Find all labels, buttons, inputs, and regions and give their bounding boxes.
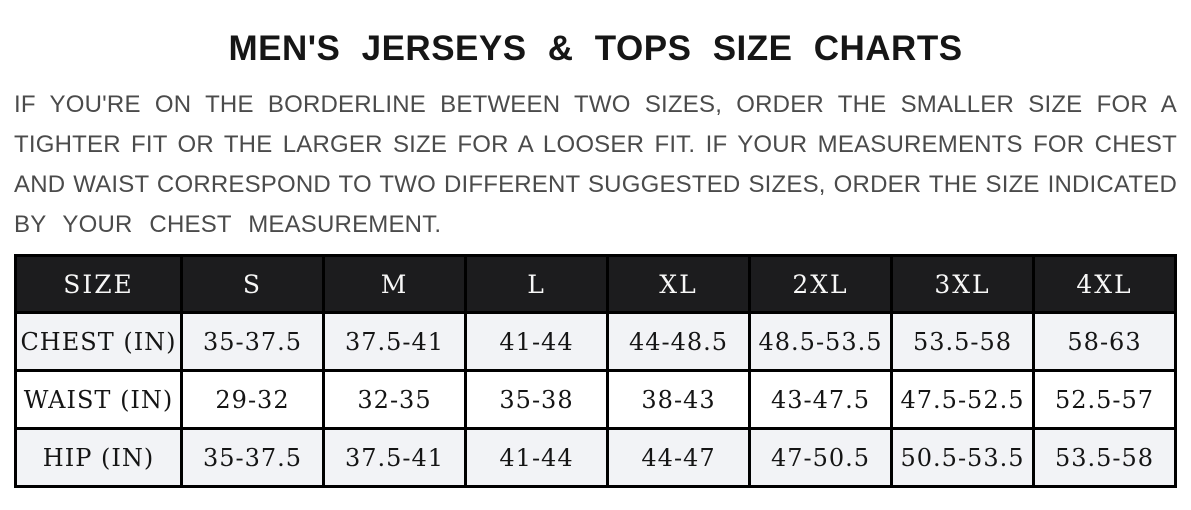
chest-value-s: 35-37.5 <box>180 311 325 372</box>
page-title: MEN'S JERSEYS & TOPS SIZE CHARTS <box>228 29 963 68</box>
header-cell-l: L <box>464 254 609 314</box>
header-cell-xl: XL <box>606 254 751 314</box>
size-chart-table: SIZE S M L XL 2XL 3XL 4XL CHEST (IN) 35-… <box>14 254 1177 488</box>
chest-value-l: 41-44 <box>464 311 609 372</box>
header-cell-4xl: 4XL <box>1032 254 1177 314</box>
row-label-chest: CHEST (IN) <box>14 311 183 372</box>
header-cell-2xl: 2XL <box>748 254 893 314</box>
header-cell-3xl: 3XL <box>890 254 1035 314</box>
chest-value-m: 37.5-41 <box>322 311 467 372</box>
waist-value-3xl: 47.5-52.5 <box>890 369 1035 430</box>
hip-value-3xl: 50.5-53.5 <box>890 427 1035 488</box>
header-cell-m: M <box>322 254 467 314</box>
hip-value-s: 35-37.5 <box>180 427 325 488</box>
hip-value-m: 37.5-41 <box>322 427 467 488</box>
table-row-hip: HIP (IN) 35-37.5 37.5-41 41-44 44-47 47-… <box>14 427 1177 488</box>
hip-value-xl: 44-47 <box>606 427 751 488</box>
waist-value-4xl: 52.5-57 <box>1032 369 1177 430</box>
intro-line-2: TIGHTER FIT OR THE LARGER SIZE FOR A LOO… <box>14 131 1177 158</box>
waist-value-l: 35-38 <box>464 369 609 430</box>
hip-value-2xl: 47-50.5 <box>748 427 893 488</box>
row-label-hip: HIP (IN) <box>14 427 183 488</box>
intro-line-3: AND WAIST CORRESPOND TO TWO DIFFERENT SU… <box>14 171 1177 198</box>
waist-value-s: 29-32 <box>180 369 325 430</box>
waist-value-xl: 38-43 <box>606 369 751 430</box>
chest-value-2xl: 48.5-53.5 <box>748 311 893 372</box>
table-row-waist: WAIST (IN) 29-32 32-35 35-38 38-43 43-47… <box>14 369 1177 430</box>
waist-value-m: 32-35 <box>322 369 467 430</box>
chest-value-4xl: 58-63 <box>1032 311 1177 372</box>
intro-line-1: IF YOU'RE ON THE BORDERLINE BETWEEN TWO … <box>14 91 1177 118</box>
hip-value-l: 41-44 <box>464 427 609 488</box>
header-cell-s: S <box>180 254 325 314</box>
row-label-waist: WAIST (IN) <box>14 369 183 430</box>
intro-line-4: BY YOUR CHEST MEASUREMENT. <box>14 211 442 238</box>
table-row-chest: CHEST (IN) 35-37.5 37.5-41 41-44 44-48.5… <box>14 311 1177 372</box>
intro-paragraph: IF YOU'RE ON THE BORDERLINE BETWEEN TWO … <box>14 85 1177 245</box>
hip-value-4xl: 53.5-58 <box>1032 427 1177 488</box>
chest-value-xl: 44-48.5 <box>606 311 751 372</box>
header-cell-size: SIZE <box>14 254 183 314</box>
chest-value-3xl: 53.5-58 <box>890 311 1035 372</box>
size-chart-page: MEN'S JERSEYS & TOPS SIZE CHARTS IF YOU'… <box>0 28 1191 510</box>
table-header-row: SIZE S M L XL 2XL 3XL 4XL <box>14 254 1177 314</box>
waist-value-2xl: 43-47.5 <box>748 369 893 430</box>
